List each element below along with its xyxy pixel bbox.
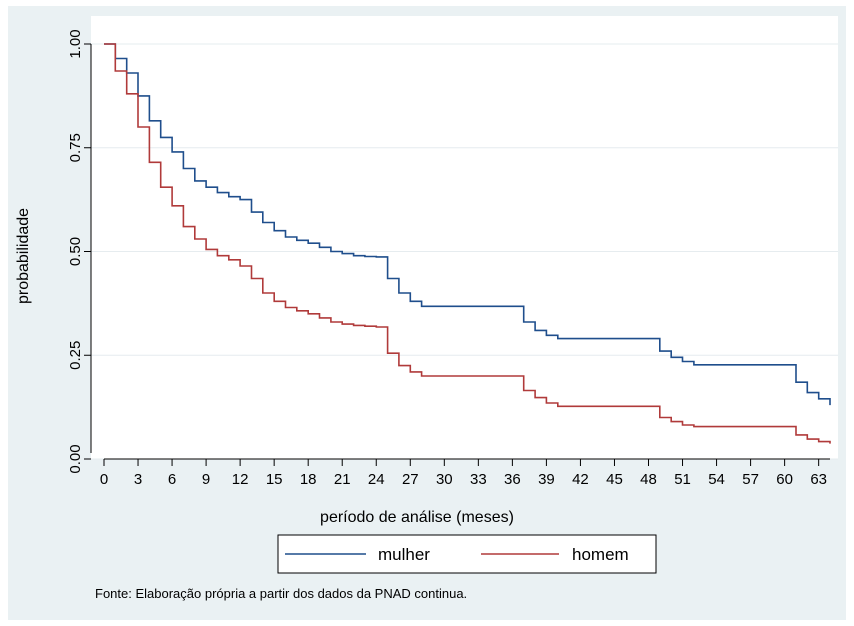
survival-chart: 0.000.250.500.751.00 0 3 6 9 12 15 18 21 24 27 30 3…: [15, 16, 838, 601]
x-tick-label-27: 27: [402, 471, 419, 488]
y-tick-label-0.25: 0.25: [67, 341, 84, 370]
x-tick-label-60: 60: [776, 471, 793, 488]
series-line-homem: [104, 43, 831, 444]
y-ticks: 0.00 0.25 0.50 0.75 1.00: [67, 29, 91, 474]
legend: mulher homem: [277, 534, 657, 574]
x-tick-label-9: 9: [202, 471, 210, 488]
y-tick-label-0.75: 0.75: [67, 133, 84, 162]
y-tick-label-0.50: 0.50: [67, 237, 84, 266]
x-tick-label-0: 0: [100, 471, 108, 488]
x-axis-title: período de análise (meses): [320, 509, 514, 526]
series-line-mulher: [104, 43, 831, 406]
x-tick-label-36: 36: [504, 471, 521, 488]
source-note: Fonte: Elaboração própria a partir dos d…: [95, 586, 467, 601]
x-tick-label-30: 30: [436, 471, 453, 488]
y-axis-title: probabilidade: [15, 208, 32, 304]
x-tick-label-15: 15: [266, 471, 283, 488]
x-ticks: 0 3 6 9 12 15 18 21 24 27 30 33 36 39 42 45 48 51 54 57 60 63: [100, 459, 827, 488]
x-tick-label-51: 51: [674, 471, 691, 488]
y-tick-label-1.00: 1.00: [67, 29, 84, 58]
axes: [90, 44, 830, 460]
x-tick-label-24: 24: [368, 471, 385, 488]
y-tick-label-0.00: 0.00: [67, 444, 84, 473]
x-tick-label-39: 39: [538, 471, 555, 488]
legend-label-mulher: mulher: [378, 545, 430, 564]
x-tick-label-21: 21: [334, 471, 351, 488]
series-lines: [104, 43, 831, 444]
x-tick-label-3: 3: [134, 471, 142, 488]
legend-label-homem: homem: [572, 545, 629, 564]
x-tick-label-54: 54: [708, 471, 725, 488]
x-tick-label-63: 63: [810, 471, 827, 488]
plot-area: [91, 16, 838, 459]
x-tick-label-12: 12: [232, 471, 249, 488]
x-tick-label-45: 45: [606, 471, 623, 488]
x-tick-label-6: 6: [168, 471, 176, 488]
x-tick-label-48: 48: [640, 471, 657, 488]
chart-frame: 0.00 0.25 0.50 0.75 1.00 0 3 6 9 12 15 18 21 24 27 30 3…: [8, 6, 846, 620]
x-tick-label-18: 18: [300, 471, 317, 488]
x-tick-label-57: 57: [742, 471, 759, 488]
x-tick-label-42: 42: [572, 471, 589, 488]
x-tick-label-33: 33: [470, 471, 487, 488]
